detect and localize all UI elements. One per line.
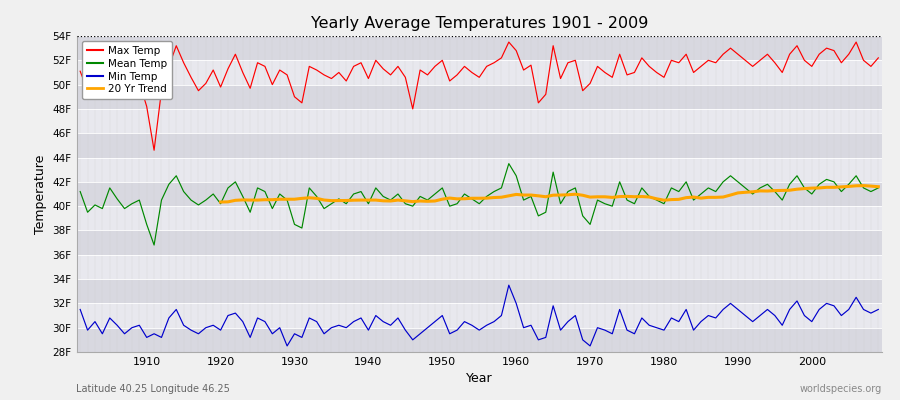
Bar <box>76 230 882 255</box>
Bar <box>76 206 882 230</box>
Bar <box>76 279 882 303</box>
Bar <box>76 85 882 109</box>
Bar <box>76 36 882 60</box>
Bar <box>76 60 882 85</box>
Legend: Max Temp, Mean Temp, Min Temp, 20 Yr Trend: Max Temp, Mean Temp, Min Temp, 20 Yr Tre… <box>82 41 172 100</box>
Bar <box>76 133 882 158</box>
Bar <box>76 109 882 133</box>
Title: Yearly Average Temperatures 1901 - 2009: Yearly Average Temperatures 1901 - 2009 <box>310 16 648 31</box>
Y-axis label: Temperature: Temperature <box>34 154 47 234</box>
Bar <box>76 158 882 182</box>
Bar <box>76 303 882 328</box>
Bar <box>76 255 882 279</box>
Text: Latitude 40.25 Longitude 46.25: Latitude 40.25 Longitude 46.25 <box>76 384 230 394</box>
X-axis label: Year: Year <box>466 372 492 386</box>
Bar <box>76 328 882 352</box>
Text: worldspecies.org: worldspecies.org <box>800 384 882 394</box>
Bar <box>76 182 882 206</box>
